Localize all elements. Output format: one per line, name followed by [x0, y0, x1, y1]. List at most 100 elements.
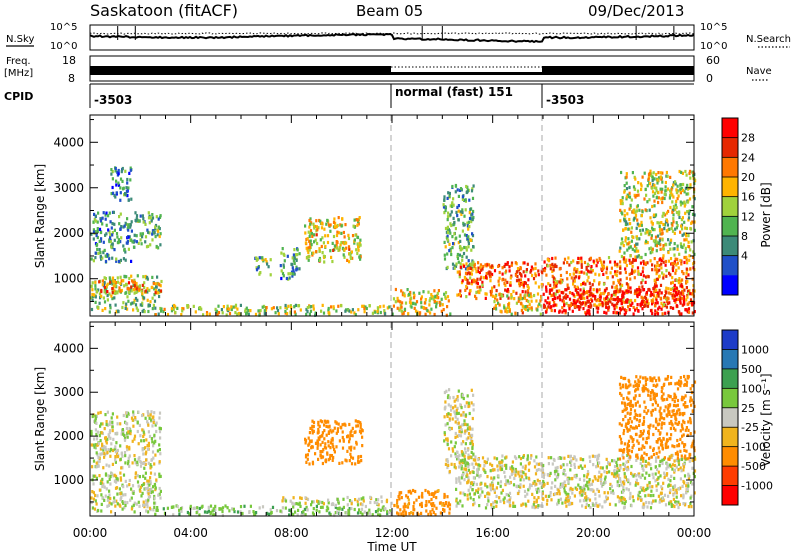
- data-cell: [125, 186, 128, 190]
- data-cell: [467, 464, 470, 468]
- data-cell: [478, 270, 481, 275]
- data-cell: [105, 232, 108, 236]
- data-cell: [446, 218, 449, 222]
- data-cell: [632, 312, 635, 316]
- data-cell: [359, 454, 363, 459]
- data-cell: [508, 500, 511, 505]
- data-cell: [345, 511, 348, 515]
- data-cell: [659, 243, 662, 247]
- data-cell: [153, 293, 156, 297]
- data-cell: [377, 308, 380, 312]
- data-cell: [514, 470, 517, 474]
- data-cell: [638, 490, 641, 494]
- data-cell: [94, 474, 97, 478]
- data-cell: [131, 505, 134, 509]
- data-cell: [577, 305, 580, 309]
- data-cell: [622, 496, 625, 500]
- data-cell: [640, 223, 643, 227]
- data-cell: [119, 258, 122, 262]
- data-cell: [597, 306, 600, 310]
- data-cell: [443, 257, 447, 261]
- data-cell: [131, 301, 134, 305]
- data-cell: [632, 185, 636, 189]
- data-cell: [602, 291, 605, 296]
- data-cell: [113, 447, 116, 451]
- data-cell: [135, 219, 138, 223]
- data-cell: [655, 284, 658, 288]
- data-cell: [402, 311, 405, 315]
- data-cell: [410, 305, 413, 309]
- data-cell: [361, 503, 364, 507]
- data-cell: [610, 472, 614, 476]
- data-cell: [566, 463, 569, 467]
- data-cell: [542, 292, 545, 296]
- data-cell: [523, 281, 526, 285]
- data-cell: [625, 172, 628, 176]
- data-cell: [446, 395, 450, 400]
- data-cell: [676, 261, 679, 265]
- data-cell: [361, 435, 364, 439]
- data-cell: [596, 464, 599, 468]
- data-cell: [105, 288, 108, 292]
- data-cell: [673, 288, 676, 292]
- data-cell: [133, 280, 136, 284]
- data-cell: [282, 252, 285, 256]
- data-cell: [633, 276, 636, 280]
- data-cell: [480, 268, 483, 272]
- data-cell: [641, 307, 644, 311]
- date-title: 09/Dec/2013: [588, 2, 684, 20]
- data-cell: [558, 289, 561, 293]
- data-cell: [314, 313, 317, 317]
- data-cell: [452, 406, 455, 410]
- data-cell: [104, 277, 107, 281]
- data-cell: [321, 449, 324, 454]
- data-cell: [133, 437, 136, 441]
- data-cell: [666, 375, 670, 379]
- data-cell: [585, 312, 588, 316]
- data-cell: [129, 168, 132, 172]
- data-cell: [524, 290, 527, 294]
- data-cell: [332, 234, 336, 239]
- data-cell: [507, 296, 510, 300]
- data-cell: [379, 513, 382, 517]
- data-cell: [119, 198, 122, 202]
- data-cell: [562, 291, 565, 295]
- data-cell: [663, 471, 666, 475]
- data-cell: [468, 216, 472, 221]
- data-cell: [317, 457, 320, 461]
- data-cell: [687, 474, 690, 478]
- data-cell: [617, 280, 620, 284]
- data-cell: [579, 457, 582, 461]
- data-cell: [692, 288, 695, 292]
- data-cell: [455, 262, 458, 266]
- data-cell: [599, 293, 602, 297]
- data-cell: [669, 189, 672, 193]
- data-cell: [414, 302, 417, 306]
- data-cell: [655, 196, 658, 200]
- data-cell: [471, 217, 474, 221]
- data-cell: [560, 290, 563, 295]
- data-cell: [360, 459, 363, 463]
- data-cell: [154, 423, 157, 427]
- data-cell: [668, 490, 672, 495]
- data-cell: [598, 303, 601, 307]
- data-cell: [309, 222, 312, 226]
- data-cell: [107, 228, 110, 232]
- data-cell: [644, 231, 647, 235]
- data-cell: [118, 215, 121, 219]
- data-cell: [687, 290, 690, 294]
- data-cell: [159, 232, 162, 236]
- data-cell: [146, 420, 149, 424]
- data-cell: [657, 294, 660, 298]
- data-cell: [101, 279, 104, 283]
- data-cell: [638, 288, 641, 292]
- data-cell: [96, 247, 99, 251]
- data-cell: [611, 285, 614, 289]
- data-cell: [443, 390, 446, 395]
- data-cell: [326, 218, 329, 222]
- data-cell: [593, 303, 596, 307]
- data-cell: [615, 305, 618, 309]
- data-cell: [677, 487, 680, 491]
- data-cell: [306, 497, 310, 501]
- data-cell: [563, 486, 566, 490]
